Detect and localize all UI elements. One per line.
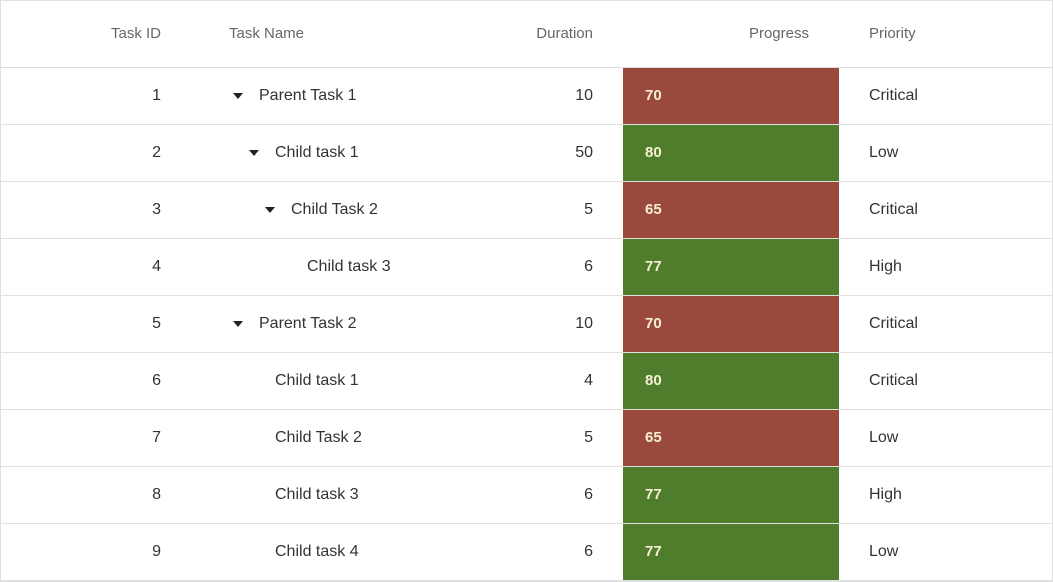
column-header-task-id[interactable]: Task ID <box>1 1 191 68</box>
triangle-down-icon <box>265 206 275 213</box>
task-id-cell: 1 <box>1 67 191 125</box>
duration-cell: 10 <box>503 67 623 125</box>
table-row[interactable]: 5 Parent Task 2 10 70 Critical <box>1 295 1053 353</box>
task-id-cell: 4 <box>1 238 191 296</box>
tree-indent <box>233 209 265 210</box>
priority-cell: Low <box>839 409 1053 467</box>
task-name-wrap: Child task 1 <box>233 372 503 390</box>
triangle-down-icon <box>233 92 243 99</box>
table-row[interactable]: 7 Child Task 2 5 65 Low <box>1 409 1053 467</box>
task-name-label: Child task 3 <box>275 485 359 503</box>
task-name-wrap: Parent Task 2 <box>233 315 503 333</box>
duration-cell: 6 <box>503 466 623 524</box>
task-name-wrap: Child Task 2 <box>233 429 503 447</box>
task-name-wrap: Child task 3 <box>233 258 503 276</box>
table-row[interactable]: 6 Child task 1 4 80 Critical <box>1 352 1053 410</box>
task-name-label: Child Task 2 <box>291 200 378 218</box>
tree-indent <box>233 266 281 267</box>
tree-indent <box>233 152 249 153</box>
task-name-label: Child task 1 <box>275 143 359 161</box>
duration-cell: 10 <box>503 295 623 353</box>
task-name-label: Child Task 2 <box>275 428 362 446</box>
task-name-cell: Child task 3 <box>191 238 503 296</box>
tree-indent <box>233 380 249 381</box>
task-name-label: Child task 3 <box>307 257 391 275</box>
priority-cell: High <box>839 238 1053 296</box>
expand-collapse-toggle[interactable] <box>265 206 291 213</box>
duration-cell: 4 <box>503 352 623 410</box>
task-id-cell: 2 <box>1 124 191 182</box>
task-name-wrap: Parent Task 1 <box>233 87 503 105</box>
triangle-down-icon <box>233 320 243 327</box>
progress-cell: 77 <box>623 523 839 581</box>
expand-collapse-toggle[interactable] <box>233 320 259 327</box>
tree-indent <box>233 437 249 438</box>
table-row[interactable]: 3 Child Task 2 5 65 Critical <box>1 181 1053 239</box>
duration-cell: 50 <box>503 124 623 182</box>
task-id-cell: 6 <box>1 352 191 410</box>
task-name-wrap: Child task 4 <box>233 543 503 561</box>
task-id-cell: 3 <box>1 181 191 239</box>
expand-collapse-toggle[interactable] <box>233 92 259 99</box>
progress-cell: 80 <box>623 352 839 410</box>
priority-cell: Critical <box>839 67 1053 125</box>
progress-cell: 77 <box>623 466 839 524</box>
tree-indent <box>233 551 249 552</box>
priority-cell: High <box>839 466 1053 524</box>
task-name-cell: Parent Task 1 <box>191 67 503 125</box>
task-name-label: Parent Task 1 <box>259 86 357 104</box>
progress-cell: 65 <box>623 409 839 467</box>
table-row[interactable]: 1 Parent Task 1 10 70 Critical <box>1 67 1053 125</box>
progress-cell: 77 <box>623 238 839 296</box>
task-name-label: Child task 1 <box>275 371 359 389</box>
task-name-cell: Child task 3 <box>191 466 503 524</box>
column-header-priority[interactable]: Priority <box>839 1 1053 68</box>
table-row[interactable]: 9 Child task 4 6 77 Low <box>1 523 1053 581</box>
treegrid-header: Task ID Task Name Duration Progress Prio… <box>1 1 1053 68</box>
expand-collapse-toggle[interactable] <box>249 149 275 156</box>
progress-cell: 70 <box>623 295 839 353</box>
triangle-down-icon <box>249 149 259 156</box>
column-header-duration[interactable]: Duration <box>503 1 623 68</box>
task-name-wrap: Child Task 2 <box>233 201 503 219</box>
tree-indent <box>233 494 249 495</box>
priority-cell: Critical <box>839 181 1053 239</box>
duration-cell: 5 <box>503 181 623 239</box>
priority-cell: Critical <box>839 352 1053 410</box>
task-name-cell: Child task 1 <box>191 124 503 182</box>
header-row: Task ID Task Name Duration Progress Prio… <box>1 1 1053 68</box>
task-name-wrap: Child task 3 <box>233 486 503 504</box>
duration-cell: 6 <box>503 238 623 296</box>
progress-cell: 80 <box>623 124 839 182</box>
progress-cell: 65 <box>623 181 839 239</box>
task-name-cell: Parent Task 2 <box>191 295 503 353</box>
column-header-task-name[interactable]: Task Name <box>191 1 503 68</box>
task-name-label: Child task 4 <box>275 542 359 560</box>
task-id-cell: 7 <box>1 409 191 467</box>
task-name-cell: Child Task 2 <box>191 181 503 239</box>
task-id-cell: 8 <box>1 466 191 524</box>
duration-cell: 5 <box>503 409 623 467</box>
task-name-label: Parent Task 2 <box>259 314 357 332</box>
priority-cell: Critical <box>839 295 1053 353</box>
table-row[interactable]: 4 Child task 3 6 77 High <box>1 238 1053 296</box>
duration-cell: 6 <box>503 523 623 581</box>
table-row[interactable]: 2 Child task 1 50 80 Low <box>1 124 1053 182</box>
task-name-cell: Child task 1 <box>191 352 503 410</box>
task-name-cell: Child task 4 <box>191 523 503 581</box>
task-name-cell: Child Task 2 <box>191 409 503 467</box>
priority-cell: Low <box>839 523 1053 581</box>
table-row[interactable]: 8 Child task 3 6 77 High <box>1 466 1053 524</box>
task-name-wrap: Child task 1 <box>233 144 503 162</box>
task-id-cell: 9 <box>1 523 191 581</box>
task-id-cell: 5 <box>1 295 191 353</box>
column-header-progress[interactable]: Progress <box>623 1 839 68</box>
progress-cell: 70 <box>623 67 839 125</box>
priority-cell: Low <box>839 124 1053 182</box>
